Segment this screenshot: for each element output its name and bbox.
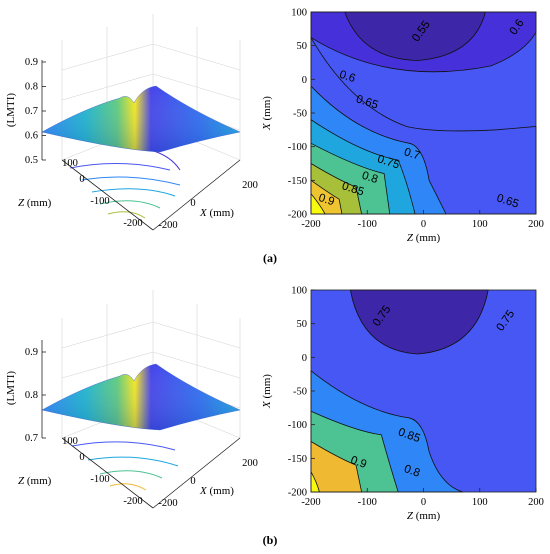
surface-shade xyxy=(42,86,240,152)
x-tick-label: -200 xyxy=(158,220,177,231)
y-tick-label: 0 xyxy=(302,75,307,86)
z-tick-label: 0.8 xyxy=(25,82,38,93)
floor-contours xyxy=(71,441,179,491)
z-tick-label: 0.9 xyxy=(25,347,38,358)
y-tick-label: -200 xyxy=(123,496,142,507)
z-tick-label: 0.7 xyxy=(25,433,38,444)
y-tick-label: 0 xyxy=(79,174,84,185)
x-axis-label: Z (mm) xyxy=(407,232,441,244)
contour-label: 0.8 xyxy=(402,463,421,480)
x-tick-label: -200 xyxy=(301,497,320,508)
x-tick-label: 0 xyxy=(190,476,195,487)
y-tick-label: -100 xyxy=(288,142,307,153)
x-tick-label: -100 xyxy=(358,219,377,230)
contour-label: 0.9 xyxy=(349,454,368,471)
y-tick-label: -200 xyxy=(123,218,142,229)
y-tick-label: 100 xyxy=(291,286,307,297)
contour-plot-a: 0.55 0.60.60.650.70.750.80.850.9 0.65-200-… xyxy=(261,8,544,245)
x-tick-label: 0 xyxy=(421,219,426,230)
y-tick-label: 100 xyxy=(291,8,307,19)
y-axis-label: Z (mm) xyxy=(18,197,52,209)
y-axis-label: X (mm) xyxy=(261,374,273,409)
x-tick-label: 0 xyxy=(421,497,426,508)
y-tick-label: 100 xyxy=(62,436,78,447)
x-tick-label: 200 xyxy=(528,219,544,230)
z-axis-label: (LMTI) xyxy=(5,371,17,406)
y-tick-label: -150 xyxy=(288,176,307,187)
x-tick-label: 200 xyxy=(242,458,258,469)
y-tick-label: -50 xyxy=(293,387,307,398)
y-tick-label: 50 xyxy=(297,319,308,330)
y-axis-label: X (mm) xyxy=(261,96,273,131)
y-tick-label: -50 xyxy=(293,109,307,120)
x-tick-label: 200 xyxy=(242,180,258,191)
y-tick-label: 50 xyxy=(297,41,308,52)
y-tick-label: -100 xyxy=(288,420,307,431)
y-tick-label: -200 xyxy=(288,488,307,499)
x-tick-label: 0 xyxy=(190,198,195,209)
z-tick-label: 0.8 xyxy=(25,390,38,401)
y-tick-label: 100 xyxy=(62,158,78,169)
contour-band xyxy=(310,440,363,493)
contour-plot-b: 0.75 0.750.850.90.8-200 -100 0 100 200100500-… xyxy=(261,286,544,523)
contour-label: 0.6 xyxy=(338,69,357,85)
floor-contours xyxy=(69,149,181,219)
y-tick-label: 0 xyxy=(79,452,84,463)
axes xyxy=(41,60,241,231)
x-tick-label: -200 xyxy=(301,219,320,230)
z-axis-label: (LMTI) xyxy=(5,93,17,128)
z-tick-label: 0.9 xyxy=(25,57,38,68)
z-tick-label: 0.5 xyxy=(25,155,38,166)
contour-band xyxy=(344,11,486,61)
y-tick-label: 0 xyxy=(302,353,307,364)
y-tick-label: -150 xyxy=(288,454,307,465)
y-tick-label: -200 xyxy=(288,210,307,221)
x-tick-label: -100 xyxy=(358,497,377,508)
z-tick-label: 0.7 xyxy=(25,106,38,117)
axes xyxy=(41,340,241,509)
x-tick-label: 100 xyxy=(472,219,488,230)
contour-label: 0.8 xyxy=(360,170,379,186)
x-tick-label: -200 xyxy=(158,498,177,509)
caption-b: (b) xyxy=(263,533,278,547)
caption-a: (a) xyxy=(263,251,277,265)
x-axis-label: Z (mm) xyxy=(407,510,441,522)
z-tick-label: 0.6 xyxy=(25,131,38,142)
x-tick-label: 200 xyxy=(528,497,544,508)
x-tick-label: 100 xyxy=(472,497,488,508)
y-axis-label: Z (mm) xyxy=(18,475,52,487)
contour-label: 0.7 xyxy=(402,146,421,162)
y-tick-label: -100 xyxy=(90,474,109,485)
contour-label: 0.9 xyxy=(317,192,336,208)
x-axis-label: X (mm) xyxy=(199,485,234,497)
surface-shade xyxy=(42,364,240,430)
y-tick-label: -100 xyxy=(90,196,109,207)
x-axis-label: X (mm) xyxy=(199,207,234,219)
contour-band xyxy=(349,289,489,355)
